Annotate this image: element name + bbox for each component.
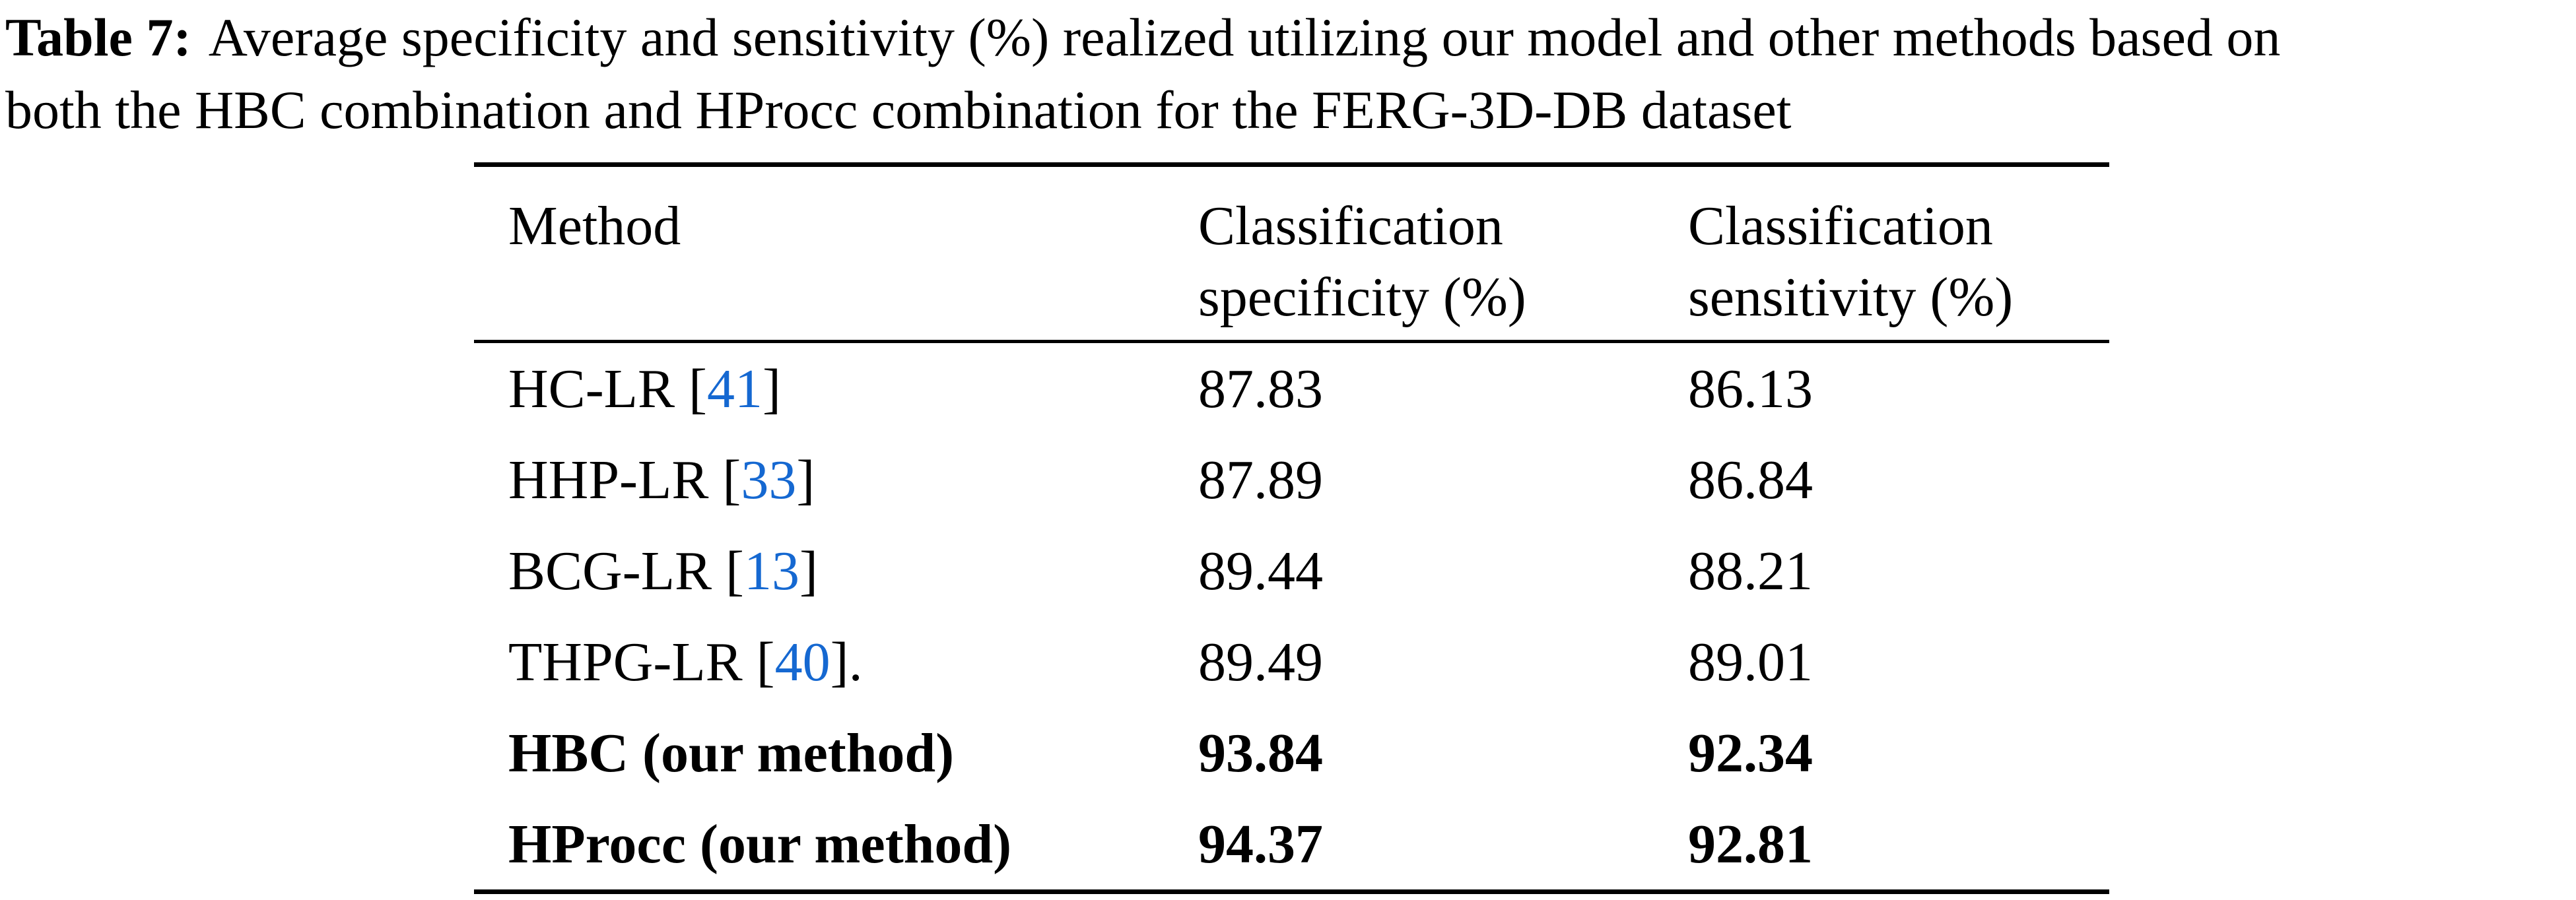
specificity-cell: 89.49 xyxy=(1198,631,1323,693)
citation-link[interactable]: 40 xyxy=(774,631,830,693)
top-rule xyxy=(474,162,2109,167)
method-name: THPG-LR [ xyxy=(508,631,775,693)
table-row: BCG-LR [13] 89.44 88.21 xyxy=(474,525,2109,616)
method-cell: HHP-LR [33] xyxy=(474,448,1198,512)
method-cell: HC-LR [41] xyxy=(474,357,1198,421)
header-sensitivity: Classification sensitivity (%) xyxy=(1688,167,2109,333)
mid-rule xyxy=(474,340,2109,343)
caption-text-line1: Average specificity and sensitivity (%) … xyxy=(208,7,2281,67)
table-header-row: Method Classification specificity (%) Cl… xyxy=(474,167,2109,340)
bottom-rule xyxy=(474,889,2109,894)
citation-link[interactable]: 33 xyxy=(741,449,797,511)
specificity-cell: 87.89 xyxy=(1198,449,1323,511)
header-sensitivity-line2: sensitivity (%) xyxy=(1688,267,2014,328)
sensitivity-cell: 86.84 xyxy=(1688,449,1813,511)
specificity-cell: 89.44 xyxy=(1198,540,1323,602)
citation-bracket: ] xyxy=(762,358,781,420)
header-specificity: Classification specificity (%) xyxy=(1198,167,1688,333)
citation-bracket: ] xyxy=(796,449,815,511)
specificity-cell: 93.84 xyxy=(1198,722,1323,784)
specificity-cell: 87.83 xyxy=(1198,358,1323,420)
sensitivity-cell: 88.21 xyxy=(1688,540,1813,602)
header-specificity-line2: specificity (%) xyxy=(1198,267,1526,328)
sensitivity-cell: 92.34 xyxy=(1688,722,1813,784)
sensitivity-cell: 89.01 xyxy=(1688,631,1813,693)
citation-bracket: ] xyxy=(799,540,818,602)
table-row: THPG-LR [40]. 89.49 89.01 xyxy=(474,616,2109,707)
method-name: HC-LR [ xyxy=(508,358,707,420)
header-method: Method xyxy=(508,195,681,257)
header-sensitivity-line1: Classification xyxy=(1688,195,1993,257)
specificity-cell: 94.37 xyxy=(1198,813,1323,875)
table-caption: Table 7: Average specificity and sensitiv… xyxy=(5,1,2280,146)
citation-link[interactable]: 13 xyxy=(744,540,799,602)
table-row: HC-LR [41] 87.83 86.13 xyxy=(474,343,2109,434)
citation-link[interactable]: 41 xyxy=(706,358,763,420)
method-name: HProcc (our method) xyxy=(508,813,1012,875)
method-cell: BCG-LR [13] xyxy=(474,539,1198,603)
results-table: Method Classification specificity (%) Cl… xyxy=(474,162,2109,894)
method-cell: HBC (our method) xyxy=(474,721,1198,785)
citation-bracket: ]. xyxy=(830,631,863,693)
method-name: BCG-LR [ xyxy=(508,540,744,602)
table-row: HBC (our method) 93.84 92.34 xyxy=(474,707,2109,798)
caption-label: Table 7: xyxy=(5,7,191,67)
caption-text-line2: both the HBC combination and HProcc comb… xyxy=(5,80,1792,140)
header-specificity-line1: Classification xyxy=(1198,195,1503,257)
method-name: HBC (our method) xyxy=(508,722,955,784)
sensitivity-cell: 86.13 xyxy=(1688,358,1813,420)
method-cell: HProcc (our method) xyxy=(474,812,1198,876)
method-cell: THPG-LR [40]. xyxy=(474,630,1198,694)
method-name: HHP-LR [ xyxy=(508,449,741,511)
table-row: HHP-LR [33] 87.89 86.84 xyxy=(474,434,2109,525)
sensitivity-cell: 92.81 xyxy=(1688,813,1813,875)
table-row: HProcc (our method) 94.37 92.81 xyxy=(474,798,2109,889)
